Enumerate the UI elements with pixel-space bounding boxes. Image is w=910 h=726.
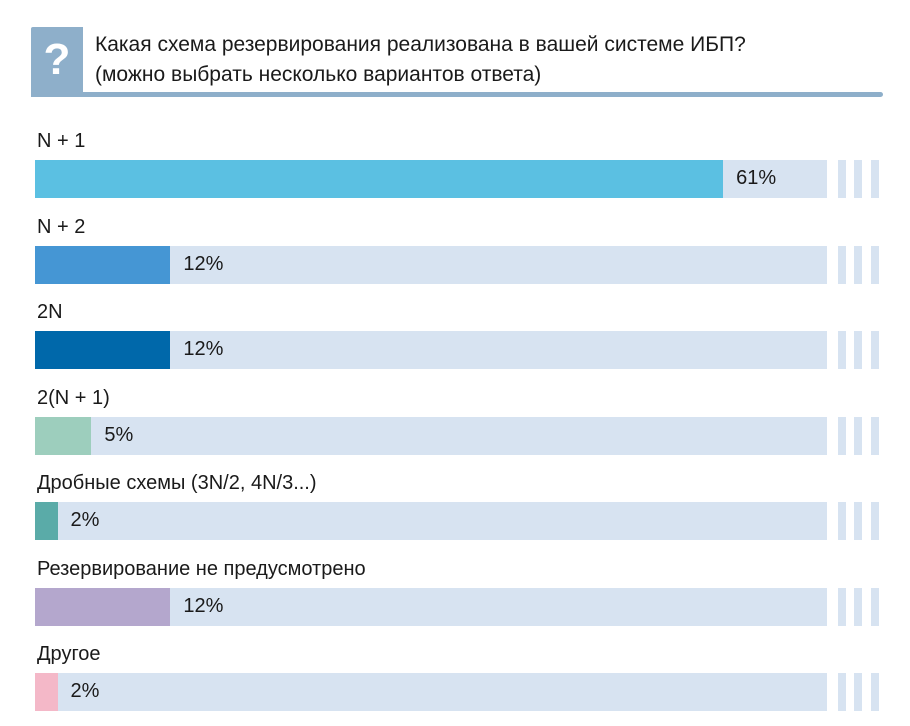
decor-stripe	[854, 416, 862, 455]
bar	[35, 160, 724, 198]
question-icon: ?	[31, 27, 83, 97]
decor-stripe	[838, 587, 846, 626]
decor-stripe	[838, 416, 846, 455]
chart-title: Какая схема резервирования реализована в…	[95, 30, 746, 90]
category-label: 2(N + 1)	[37, 386, 110, 409]
decor-stripe	[854, 587, 862, 626]
value-label: 2%	[70, 509, 100, 531]
decor-stripe	[854, 160, 862, 198]
category-label: Другое	[37, 643, 101, 665]
decor-stripe	[871, 416, 879, 455]
decor-stripe	[871, 673, 879, 711]
category-label: N + 1	[37, 130, 86, 152]
value-label: 12%	[183, 594, 224, 617]
decor-stripe	[854, 502, 862, 540]
bar	[35, 245, 171, 284]
header-underline	[31, 92, 883, 97]
value-label: 12%	[183, 252, 224, 275]
value-label: 12%	[183, 338, 224, 360]
decor-stripe	[838, 245, 846, 284]
bar	[35, 331, 171, 369]
category-label: Резервирование не предусмотрено	[37, 557, 366, 580]
decor-stripe	[854, 331, 862, 369]
bar	[35, 587, 171, 626]
decor-stripe	[871, 245, 879, 284]
value-label: 2%	[70, 680, 100, 702]
decor-stripe	[854, 673, 862, 711]
decor-stripe	[854, 245, 862, 284]
title-line-2: (можно выбрать несколько вариантов ответ…	[95, 63, 542, 86]
bar	[35, 673, 58, 711]
category-label: N + 2	[37, 215, 86, 238]
decor-stripe	[871, 160, 879, 198]
bar	[35, 416, 92, 455]
decor-stripe	[871, 502, 879, 540]
decor-stripe	[838, 160, 846, 198]
title-line-1: Какая схема резервирования реализована в…	[95, 33, 746, 56]
decor-stripe	[838, 331, 846, 369]
value-label: 5%	[104, 423, 134, 446]
category-label: Дробные схемы (3N/2, 4N/3...)	[37, 472, 317, 494]
decor-stripe	[871, 587, 879, 626]
decor-stripe	[838, 502, 846, 540]
bar-track	[35, 416, 827, 455]
bar-track	[35, 502, 827, 540]
decor-stripe	[838, 673, 846, 711]
value-label: 61%	[736, 167, 777, 189]
decor-stripe	[871, 331, 879, 369]
bar	[35, 502, 58, 540]
category-label: 2N	[37, 301, 63, 323]
bar-track	[35, 673, 827, 711]
